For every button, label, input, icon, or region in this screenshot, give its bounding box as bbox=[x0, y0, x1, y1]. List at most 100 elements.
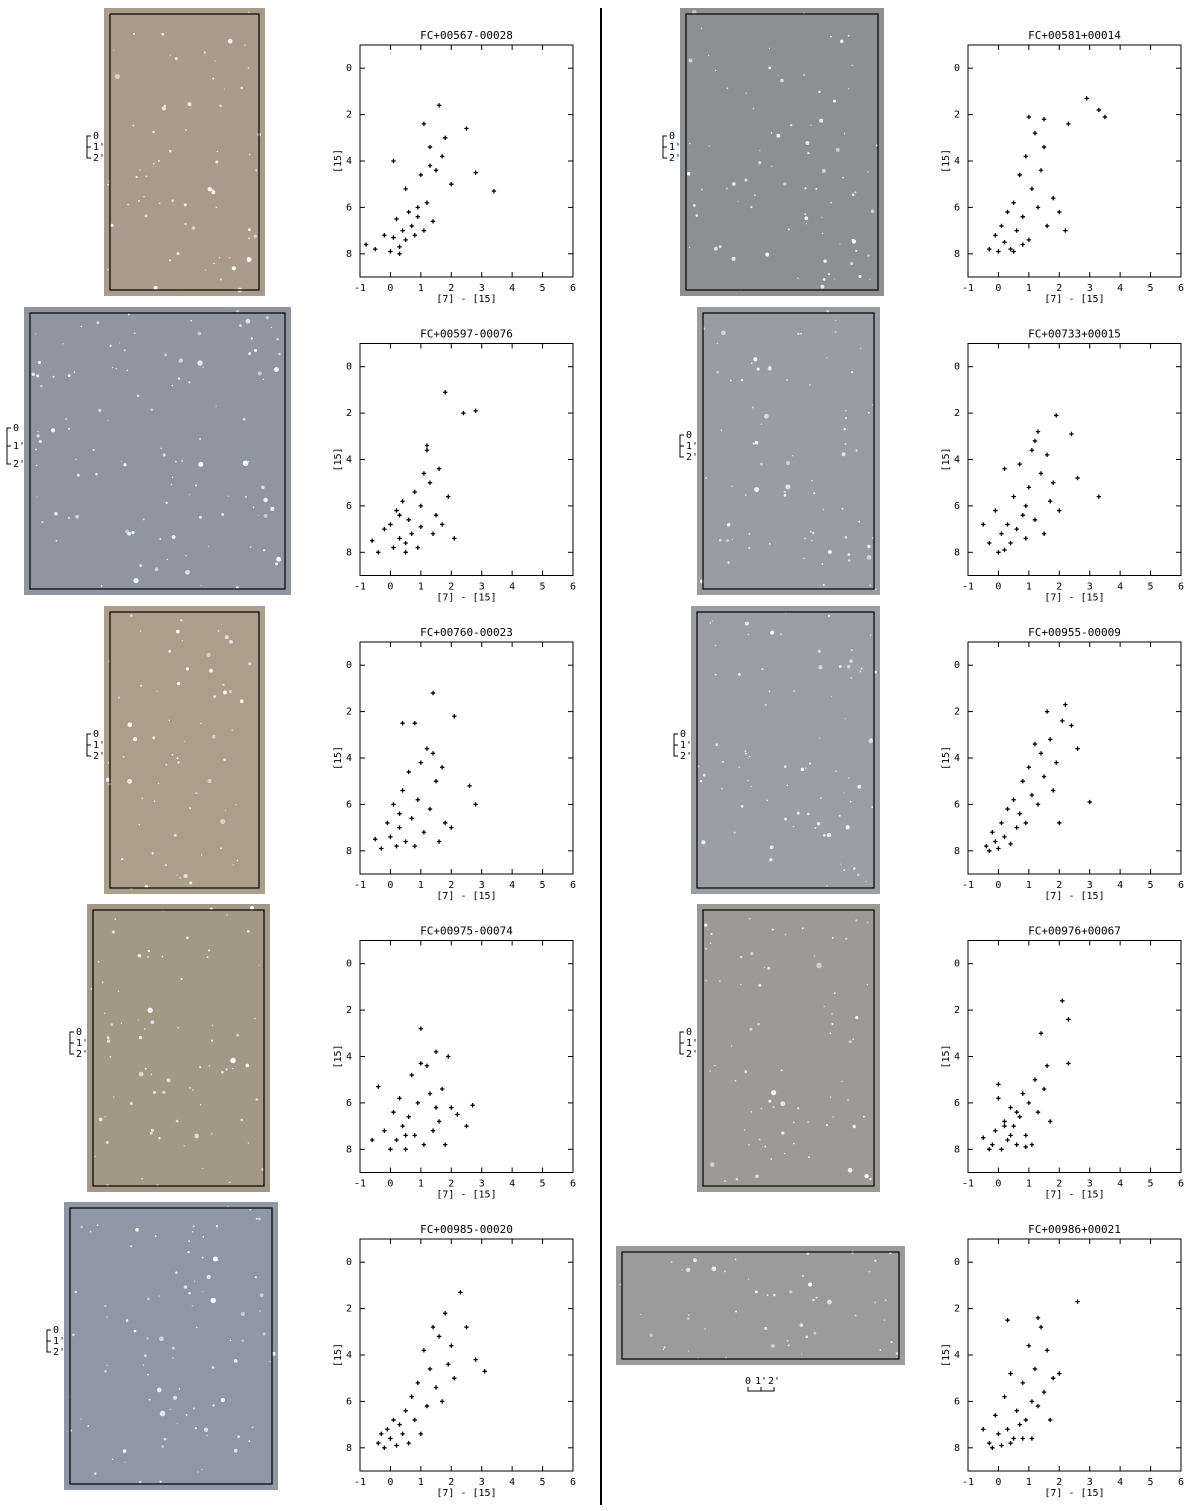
x-tick-label: -1 bbox=[354, 880, 366, 891]
point bbox=[1017, 811, 1022, 816]
star bbox=[781, 1102, 783, 1104]
star bbox=[242, 460, 249, 467]
star bbox=[237, 1435, 241, 1439]
y-tick-label: 6 bbox=[954, 1098, 960, 1109]
star bbox=[833, 99, 837, 103]
star bbox=[812, 1298, 815, 1302]
star bbox=[125, 1319, 129, 1322]
point bbox=[400, 721, 405, 726]
point bbox=[403, 1133, 408, 1138]
star bbox=[173, 833, 177, 837]
star bbox=[870, 738, 873, 741]
star bbox=[747, 546, 751, 550]
point bbox=[443, 1311, 448, 1316]
point bbox=[993, 839, 998, 844]
point bbox=[412, 1417, 417, 1423]
star bbox=[764, 703, 767, 707]
star bbox=[859, 670, 862, 673]
point bbox=[415, 545, 421, 550]
star bbox=[872, 404, 874, 406]
point bbox=[999, 223, 1004, 229]
star bbox=[815, 1296, 818, 1299]
star bbox=[768, 690, 771, 693]
star bbox=[160, 447, 163, 450]
point bbox=[397, 251, 402, 256]
star bbox=[170, 483, 173, 486]
star bbox=[722, 760, 725, 764]
star bbox=[239, 324, 242, 327]
x-tick-label: 1 bbox=[418, 1477, 424, 1488]
star bbox=[215, 1225, 219, 1228]
star bbox=[92, 449, 95, 452]
point bbox=[421, 1348, 427, 1353]
x-axis-label: [7] - [15] bbox=[1044, 891, 1104, 902]
y-tick-label: 0 bbox=[954, 959, 960, 970]
star bbox=[166, 1078, 171, 1083]
star bbox=[210, 1297, 216, 1304]
point bbox=[1023, 536, 1029, 541]
star bbox=[820, 216, 823, 219]
star bbox=[771, 1090, 777, 1096]
star bbox=[191, 1305, 193, 1307]
x-tick-label: 1 bbox=[1026, 283, 1032, 294]
star bbox=[80, 325, 82, 328]
point bbox=[388, 1147, 393, 1152]
point bbox=[1029, 792, 1035, 798]
point bbox=[412, 843, 417, 849]
point bbox=[1008, 246, 1013, 252]
star bbox=[818, 664, 823, 670]
point bbox=[458, 1290, 463, 1295]
star bbox=[766, 799, 769, 802]
point bbox=[415, 205, 421, 210]
x-axis-label: [7] - [15] bbox=[436, 294, 496, 305]
x-tick-label: 2 bbox=[448, 1179, 454, 1190]
star bbox=[827, 1299, 832, 1305]
star bbox=[171, 384, 174, 387]
star bbox=[850, 648, 854, 652]
star bbox=[236, 309, 239, 313]
star bbox=[852, 1124, 856, 1129]
point bbox=[415, 214, 421, 219]
star bbox=[221, 513, 225, 516]
y-axis-label: [15] bbox=[941, 1343, 952, 1367]
point bbox=[1014, 228, 1019, 233]
x-tick-label: 4 bbox=[509, 1179, 515, 1190]
star bbox=[126, 369, 128, 372]
scale-bar bbox=[662, 135, 667, 159]
point bbox=[1069, 431, 1074, 437]
star bbox=[206, 1274, 211, 1280]
star bbox=[801, 927, 804, 930]
star bbox=[248, 153, 251, 156]
star bbox=[766, 1294, 769, 1296]
star bbox=[707, 54, 710, 57]
star bbox=[179, 876, 182, 879]
star bbox=[811, 479, 813, 482]
point bbox=[430, 531, 436, 536]
point bbox=[1023, 1417, 1029, 1423]
star bbox=[662, 1348, 665, 1351]
star bbox=[220, 1397, 225, 1403]
star bbox=[726, 523, 731, 527]
point bbox=[415, 1100, 421, 1106]
star bbox=[159, 1336, 164, 1342]
x-axis-label: [7] - [15] bbox=[436, 1488, 496, 1499]
point bbox=[436, 1334, 442, 1339]
plot-frame bbox=[359, 641, 574, 875]
star bbox=[202, 366, 204, 368]
y-tick-label: 2 bbox=[346, 408, 352, 419]
y-tick-label: 4 bbox=[954, 1052, 960, 1063]
y-tick-label: 2 bbox=[346, 110, 352, 121]
star bbox=[821, 563, 824, 565]
star bbox=[208, 545, 210, 547]
point bbox=[382, 526, 387, 532]
star bbox=[849, 800, 852, 803]
star bbox=[800, 332, 802, 335]
star bbox=[729, 379, 732, 382]
star bbox=[803, 74, 806, 76]
star bbox=[731, 485, 733, 488]
star bbox=[681, 1269, 683, 1271]
point bbox=[418, 760, 424, 765]
star bbox=[780, 1069, 783, 1072]
star bbox=[247, 1142, 250, 1144]
star bbox=[860, 347, 862, 350]
